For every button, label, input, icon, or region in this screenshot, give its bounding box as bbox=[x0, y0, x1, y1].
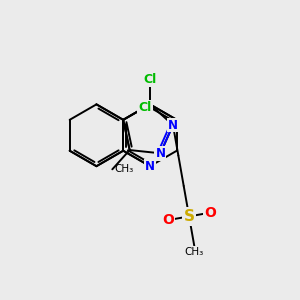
Text: CH₃: CH₃ bbox=[185, 247, 204, 257]
Text: N: N bbox=[145, 160, 155, 173]
Text: Cl: Cl bbox=[138, 101, 152, 114]
Text: O: O bbox=[204, 206, 216, 220]
Text: N: N bbox=[168, 118, 178, 131]
Text: O: O bbox=[162, 213, 174, 227]
Text: CH₃: CH₃ bbox=[115, 164, 134, 174]
Text: Cl: Cl bbox=[143, 73, 157, 86]
Text: N: N bbox=[155, 147, 165, 160]
Text: S: S bbox=[184, 209, 195, 224]
